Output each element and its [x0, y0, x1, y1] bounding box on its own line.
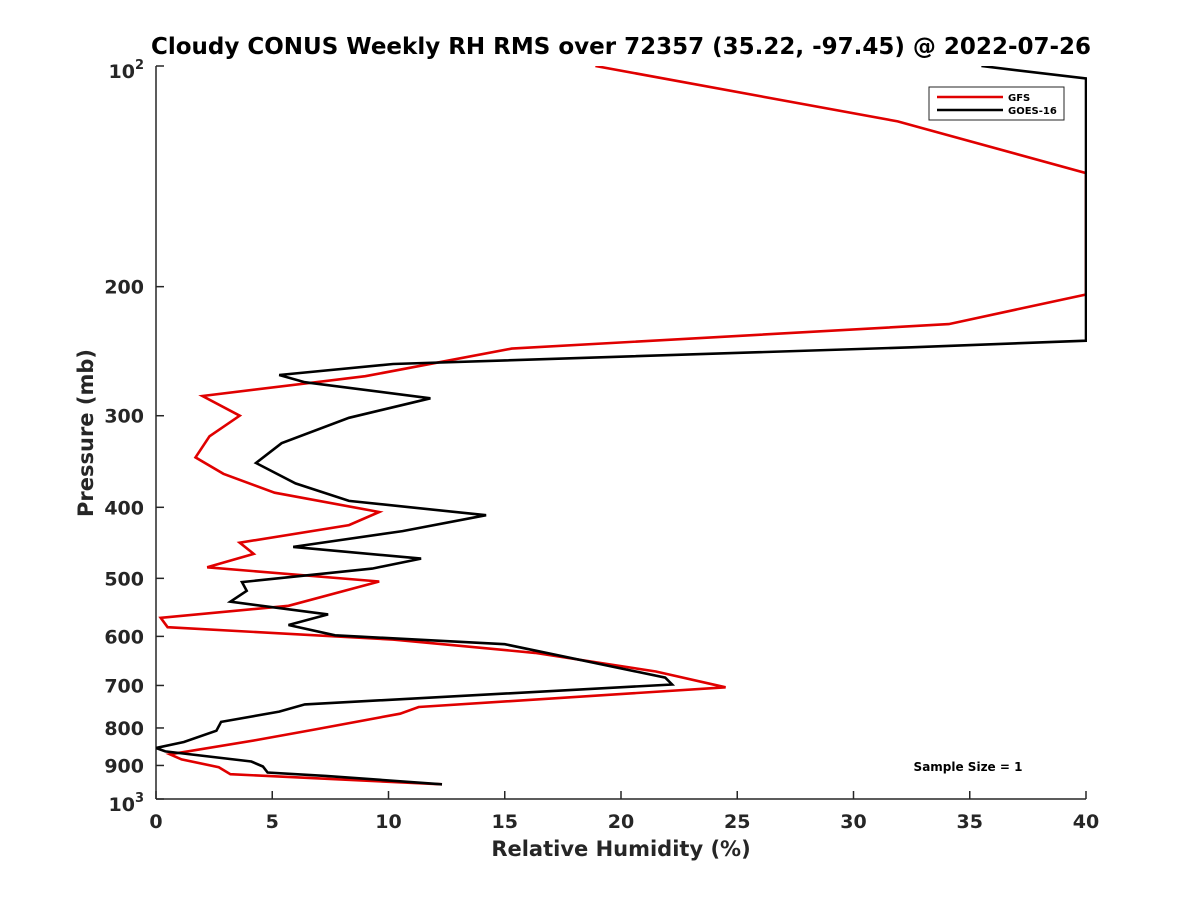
- x-tick-label: 20: [608, 811, 634, 833]
- x-tick-label: 35: [957, 811, 983, 833]
- legend-label: GFS: [1008, 93, 1030, 104]
- y-tick-label: 200: [104, 277, 144, 299]
- series-line-goes-16: [156, 66, 1087, 786]
- x-tick-label: 25: [724, 811, 750, 833]
- y-tick-label: 300: [104, 406, 144, 428]
- chart-title: Cloudy CONUS Weekly RH RMS over 72357 (3…: [151, 34, 1091, 60]
- y-tick-label: 700: [104, 675, 144, 697]
- x-tick-label: 0: [149, 811, 162, 833]
- y-tick-label: 800: [104, 718, 144, 740]
- x-tick-label: 5: [266, 811, 279, 833]
- y-tick-exponent: 3: [135, 791, 144, 806]
- x-ticks: 0 5 10 15 20 25 30 35 40: [149, 791, 1099, 833]
- legend: GFS GOES-16: [928, 86, 1065, 121]
- sample-size-annotation: Sample Size = 1: [914, 760, 1023, 774]
- x-tick-label: 40: [1073, 811, 1099, 833]
- y-tick-label: 500: [104, 568, 144, 590]
- series-lines: [156, 66, 1087, 786]
- y-tick-label: 900: [104, 755, 144, 777]
- y-axis-label: Pressure (mb): [74, 349, 98, 517]
- x-tick-label: 15: [492, 811, 518, 833]
- x-axis-label: Relative Humidity (%): [491, 837, 750, 861]
- y-tick-base: 10: [109, 794, 135, 816]
- y-tick-exponent: 2: [135, 58, 144, 73]
- x-tick-label: 30: [840, 811, 866, 833]
- y-tick-label: 102: [109, 58, 145, 83]
- legend-label: GOES-16: [1008, 106, 1057, 117]
- y-tick-label: 400: [104, 497, 144, 519]
- x-tick-label: 10: [375, 811, 401, 833]
- y-tick-label: 600: [104, 626, 144, 648]
- y-tick-label: 103: [109, 791, 145, 816]
- legend-box: [928, 86, 1065, 121]
- series-line-gfs: [158, 66, 1087, 786]
- y-tick-base: 10: [109, 61, 135, 83]
